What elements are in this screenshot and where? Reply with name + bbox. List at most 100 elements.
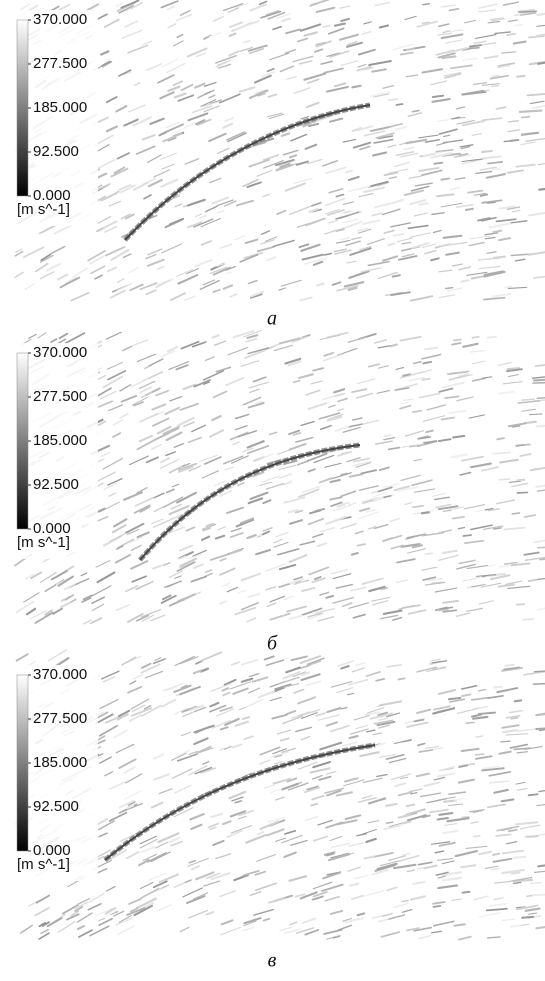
velocity-arrow — [471, 464, 491, 468]
velocity-arrow — [511, 718, 518, 719]
velocity-arrow — [324, 930, 342, 934]
velocity-arrow — [490, 904, 507, 906]
velocity-arrow — [406, 49, 413, 50]
velocity-arrow — [260, 747, 279, 754]
velocity-arrow — [448, 818, 469, 821]
velocity-arrow — [451, 454, 466, 457]
velocity-arrow — [166, 452, 175, 456]
velocity-arrow — [488, 22, 500, 23]
velocity-arrow — [202, 241, 212, 245]
velocity-arrow — [154, 774, 168, 779]
velocity-arrow — [359, 486, 378, 490]
velocity-arrow — [474, 83, 487, 85]
velocity-arrow — [231, 528, 241, 531]
velocity-arrow — [479, 713, 495, 714]
velocity-arrow — [329, 405, 335, 407]
velocity-arrow — [417, 774, 429, 777]
velocity-arrow — [24, 593, 39, 602]
velocity-arrow — [256, 550, 270, 554]
velocity-arrow — [299, 762, 318, 769]
velocity-arrow — [61, 278, 80, 288]
velocity-arrow — [452, 899, 461, 900]
velocity-arrow — [257, 855, 276, 862]
velocity-arrow — [170, 397, 182, 401]
velocity-arrow — [409, 610, 426, 614]
velocity-arrow — [41, 930, 48, 934]
velocity-arrow — [205, 90, 214, 94]
velocity-arrow — [402, 242, 411, 243]
velocity-arrow — [341, 708, 347, 709]
velocity-arrow — [395, 163, 409, 167]
velocity-arrow — [89, 894, 103, 902]
velocity-arrow — [188, 438, 201, 443]
velocity-arrow — [142, 664, 151, 668]
velocity-arrow — [352, 896, 363, 899]
velocity-arrow — [497, 438, 504, 439]
velocity-arrow — [350, 474, 362, 476]
velocity-arrow — [516, 782, 525, 784]
velocity-arrow — [233, 688, 247, 693]
velocity-arrow — [109, 493, 115, 496]
velocity-arrow — [534, 276, 545, 278]
velocity-arrow — [519, 11, 536, 12]
velocity-arrow — [352, 553, 358, 555]
velocity-arrow — [409, 176, 421, 178]
velocity-arrow — [495, 881, 511, 883]
velocity-arrow — [517, 752, 527, 753]
velocity-arrow — [214, 17, 223, 21]
velocity-arrow — [438, 859, 453, 861]
velocity-arrow — [449, 411, 465, 413]
velocity-arrow — [114, 911, 124, 916]
velocity-arrow — [450, 187, 459, 189]
velocity-arrow — [130, 681, 136, 684]
velocity-arrow — [354, 875, 367, 878]
velocity-arrow — [499, 392, 514, 394]
velocity-arrow — [45, 580, 63, 591]
velocity-arrow — [95, 275, 102, 279]
colorbar-label: 277.500 — [33, 710, 87, 727]
velocity-arrow — [438, 773, 454, 776]
velocity-arrow — [163, 133, 181, 141]
velocity-arrow — [482, 377, 491, 378]
velocity-arrow — [213, 841, 223, 845]
velocity-arrow — [140, 436, 152, 442]
velocity-arrow — [144, 195, 151, 199]
velocity-arrow — [452, 343, 460, 345]
velocity-arrow — [442, 383, 463, 388]
velocity-arrow — [534, 379, 545, 380]
velocity-arrow — [514, 857, 525, 858]
velocity-arrow — [460, 145, 472, 147]
velocity-arrow — [438, 885, 457, 888]
velocity-arrow — [105, 19, 119, 27]
velocity-arrow — [281, 738, 289, 740]
velocity-arrow — [320, 592, 329, 595]
velocity-arrow — [98, 375, 106, 379]
velocity-arrow — [321, 426, 331, 430]
velocity-arrow — [139, 860, 149, 865]
velocity-arrow — [439, 270, 452, 272]
velocity-arrow — [412, 480, 432, 485]
velocity-arrow — [152, 803, 163, 808]
velocity-arrow — [270, 432, 277, 434]
velocity-arrow — [407, 804, 415, 806]
velocity-arrow — [168, 24, 176, 28]
velocity-arrow — [457, 397, 473, 401]
velocity-arrow — [148, 155, 161, 162]
velocity-arrow — [192, 866, 199, 869]
velocity-arrow — [419, 936, 430, 939]
velocity-arrow — [504, 528, 524, 530]
velocity-arrow — [350, 884, 358, 886]
velocity-arrow — [347, 693, 353, 694]
velocity-arrow — [326, 199, 345, 206]
velocity-arrow — [302, 674, 320, 680]
velocity-arrow — [394, 865, 415, 868]
velocity-arrow — [204, 82, 215, 86]
velocity-arrow — [231, 533, 243, 537]
velocity-arrow — [349, 271, 368, 278]
velocity-arrow — [294, 689, 303, 693]
velocity-arrow — [535, 671, 545, 672]
velocity-arrow — [446, 253, 458, 255]
velocity-arrow — [384, 435, 390, 436]
velocity-arrow — [65, 584, 75, 589]
velocity-arrow — [349, 843, 363, 846]
